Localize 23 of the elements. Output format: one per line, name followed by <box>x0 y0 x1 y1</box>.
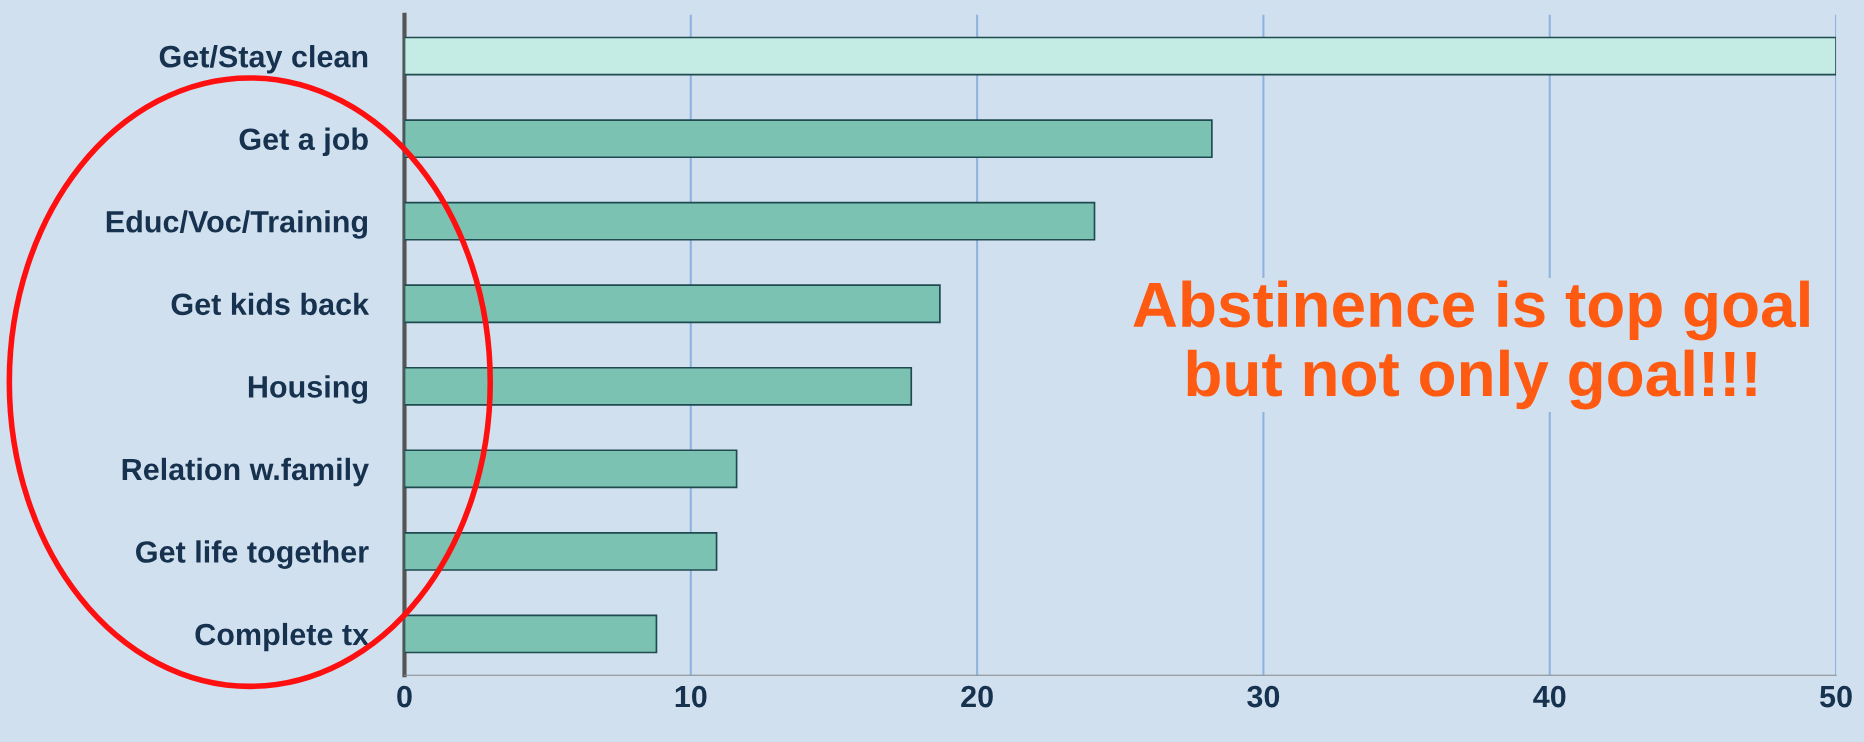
x-tick-label: 50 <box>1819 685 1852 708</box>
x-tick-label: 40 <box>1533 685 1566 708</box>
bar <box>404 614 658 654</box>
y-tick-label: Housing <box>248 375 368 404</box>
x-tick-label: 20 <box>961 685 993 708</box>
bar <box>404 119 1213 159</box>
y-tick-label: Educ/Voc/Training <box>106 210 368 239</box>
y-tick-label: Relation w.family <box>122 457 369 487</box>
x-tick-label: 30 <box>1247 685 1280 708</box>
y-tick-label: Get/Stay clean <box>159 45 368 74</box>
annotation: Abstinence is top goal but not only goal!!! <box>1133 280 1809 410</box>
y-tick-label: Get kids back <box>171 292 370 316</box>
bar <box>404 366 913 406</box>
x-tick-label: 10 <box>675 685 707 708</box>
bar <box>404 284 941 324</box>
y-tick-label: Get life together <box>136 540 369 569</box>
bar <box>404 531 718 571</box>
bar <box>404 201 1096 241</box>
y-tick-label: Complete tx <box>195 622 369 652</box>
x-tick-label: 0 <box>397 685 412 708</box>
y-tick-label: Get a job <box>239 127 368 157</box>
bar <box>404 449 738 489</box>
bar <box>404 36 1837 76</box>
